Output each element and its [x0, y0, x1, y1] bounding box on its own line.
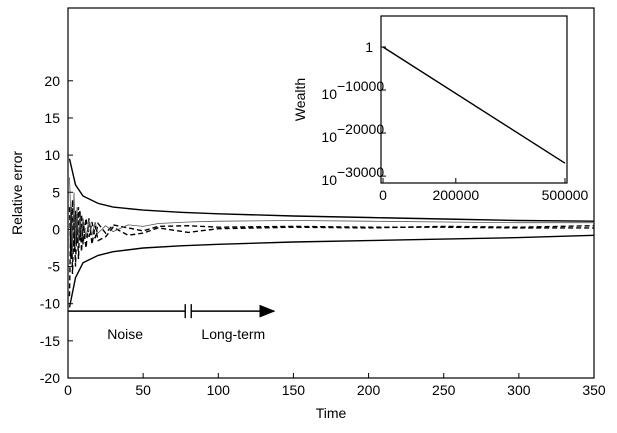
- series-line: [68, 207, 595, 297]
- y-tick-label: 1: [365, 39, 373, 55]
- x-tick-label: 0: [379, 187, 387, 203]
- y-tick-label: 5: [52, 184, 60, 200]
- y-tick-label: 10: [321, 172, 337, 188]
- y-tick-label: -5: [48, 259, 61, 275]
- y-tick-exponent: −20000: [337, 121, 384, 137]
- y-axis-label: Relative error: [9, 151, 25, 235]
- y-tick-label: 20: [44, 73, 60, 89]
- x-tick-label: 200: [357, 382, 381, 398]
- annotation: Long-term: [201, 326, 265, 342]
- series-line: [68, 199, 594, 260]
- y-tick-label: 10: [321, 129, 337, 145]
- x-tick-label: 300: [507, 382, 531, 398]
- y-tick-label: 10: [321, 86, 337, 102]
- series-line: [69, 177, 594, 252]
- y-tick-exponent: −30000: [337, 164, 384, 180]
- y-tick-exponent: −10000: [337, 78, 384, 94]
- plot-frame: [380, 15, 568, 184]
- x-tick-label: 100: [207, 382, 231, 398]
- y-tick-label: -20: [40, 370, 60, 386]
- series-line: [68, 234, 595, 308]
- y-tick-label: 10: [44, 147, 60, 163]
- x-tick-label: 350: [582, 382, 606, 398]
- x-tick-label: 250: [432, 382, 456, 398]
- y-tick-label: 0: [52, 221, 60, 237]
- y-axis-label: Wealth: [292, 78, 308, 121]
- x-tick-label: 500000: [542, 187, 589, 203]
- y-tick-label: 15: [44, 110, 60, 126]
- x-axis-label: Time: [316, 405, 347, 421]
- y-tick-label: -10: [40, 296, 60, 312]
- x-tick-label: 0: [64, 382, 72, 398]
- x-tick-label: 50: [135, 382, 151, 398]
- x-tick-label: 200000: [432, 187, 479, 203]
- series-line: [68, 158, 595, 222]
- annotation: Noise: [107, 326, 143, 342]
- y-tick-label: -15: [40, 333, 60, 349]
- series-line: [382, 46, 566, 164]
- x-tick-label: 150: [282, 382, 306, 398]
